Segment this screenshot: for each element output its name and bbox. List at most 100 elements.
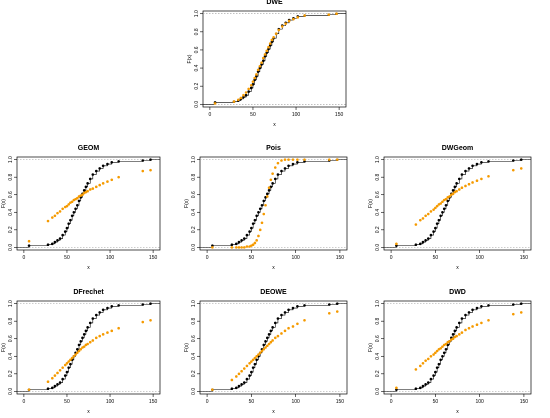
y-tick-label: 0.4 <box>191 209 197 216</box>
fitted-point <box>276 334 280 338</box>
fitted-point <box>444 197 448 201</box>
x-tick-label: 50 <box>64 399 70 405</box>
fitted-point <box>519 311 523 314</box>
panel-deowe: DEOWE 0 50 100 150 0.0 0.2 0.4 0.6 0.8 1.0 x F(x) <box>184 289 348 415</box>
fitted-point <box>457 333 461 336</box>
fitted-point <box>232 100 236 103</box>
chart-title: DWD <box>449 289 466 296</box>
empirical-point <box>268 44 272 47</box>
empirical-point <box>464 313 467 317</box>
fitted-point <box>61 207 64 211</box>
y-tick-label: 0.2 <box>375 370 381 377</box>
fitted-point <box>266 195 269 198</box>
x-axis-label: x <box>87 265 90 271</box>
empirical-point <box>455 326 458 329</box>
y-axis-label: F(x) <box>368 343 374 352</box>
fitted-point <box>230 246 234 249</box>
empirical-point <box>253 218 257 222</box>
empirical-point <box>421 240 425 244</box>
x-tick-label: 150 <box>335 112 344 118</box>
y-tick-label: 0.6 <box>191 335 197 342</box>
empirical-point <box>283 167 287 170</box>
fitted-point <box>303 158 306 161</box>
fitted-point <box>283 158 287 161</box>
empirical-point <box>487 304 490 307</box>
fitted-point <box>250 360 253 363</box>
empirical-point <box>106 306 109 310</box>
fitted-point <box>511 312 515 316</box>
fitted-point <box>213 102 217 105</box>
empirical-point <box>256 70 260 73</box>
empirical-point <box>475 306 479 310</box>
fitted-point <box>280 332 283 335</box>
empirical-point <box>273 321 277 325</box>
fitted-point <box>110 178 114 182</box>
empirical-point <box>266 192 269 196</box>
empirical-point <box>257 210 260 214</box>
fitted-point <box>67 360 70 363</box>
chart-title: GEOM <box>78 145 100 152</box>
x-tick-label: 100 <box>292 112 301 118</box>
x-tick-label: 0 <box>209 112 212 118</box>
fitted-point <box>292 17 295 21</box>
empirical-point <box>65 370 69 374</box>
fitted-point <box>335 12 338 16</box>
fitted-point <box>239 96 243 100</box>
empirical-point <box>511 159 515 162</box>
plot-frame <box>16 156 161 251</box>
fitted-point <box>255 239 258 242</box>
fitted-point <box>464 328 467 332</box>
fitted-point <box>237 372 241 376</box>
empirical-point <box>141 303 145 306</box>
empirical-point <box>426 381 430 384</box>
empirical-point <box>91 173 95 176</box>
empirical-point <box>429 377 433 381</box>
empirical-point <box>58 381 62 384</box>
fitted-point <box>264 346 267 349</box>
fitted-point <box>56 371 59 375</box>
fitted-point <box>141 169 145 173</box>
empirical-point <box>441 354 444 358</box>
fitted-point <box>274 32 278 35</box>
fitted-point <box>271 172 274 175</box>
empirical-point <box>263 54 267 58</box>
empirical-point <box>287 164 290 168</box>
empirical-point <box>69 218 72 222</box>
empirical-point <box>435 222 439 225</box>
y-axis-label: F(x) <box>1 343 7 352</box>
fitted-point <box>487 319 490 322</box>
empirical-point <box>434 370 437 374</box>
y-axis-label: F(x) <box>184 199 190 208</box>
y-tick-label: 0.4 <box>194 64 200 71</box>
empirical-point <box>230 243 234 247</box>
empirical-point <box>287 308 290 312</box>
panel-pois: Pois 0 50 100 150 0.0 0.2 0.4 0.6 0.8 1.0 x F(x) <box>184 145 348 271</box>
fitted-point <box>444 342 448 346</box>
empirical-point <box>82 189 86 192</box>
empirical-point <box>141 159 145 162</box>
empirical-point <box>273 177 277 181</box>
y-tick-label: 0.8 <box>8 317 14 324</box>
empirical-point <box>267 47 270 51</box>
fitted-point <box>432 353 435 356</box>
fitted-point <box>271 339 274 342</box>
empirical-point <box>72 210 76 214</box>
empirical-point <box>27 244 31 247</box>
x-tick-label: 100 <box>106 255 115 261</box>
fitted-point <box>267 45 270 49</box>
y-axis-label: F(x) <box>1 199 7 208</box>
fitted-point <box>291 325 295 328</box>
y-tick-label: 0.2 <box>8 370 14 377</box>
fitted-point <box>480 177 483 181</box>
y-tick-label: 1.0 <box>194 10 200 17</box>
plot-frame <box>383 156 532 251</box>
empirical-point <box>88 177 92 181</box>
fitted-point <box>76 196 79 200</box>
empirical-point <box>419 242 422 246</box>
empirical-point <box>475 162 479 166</box>
plot-frame <box>16 300 161 395</box>
empirical-point <box>117 160 120 163</box>
fitted-point <box>519 167 523 170</box>
fitted-point <box>240 369 243 373</box>
fitted-point <box>429 354 433 358</box>
